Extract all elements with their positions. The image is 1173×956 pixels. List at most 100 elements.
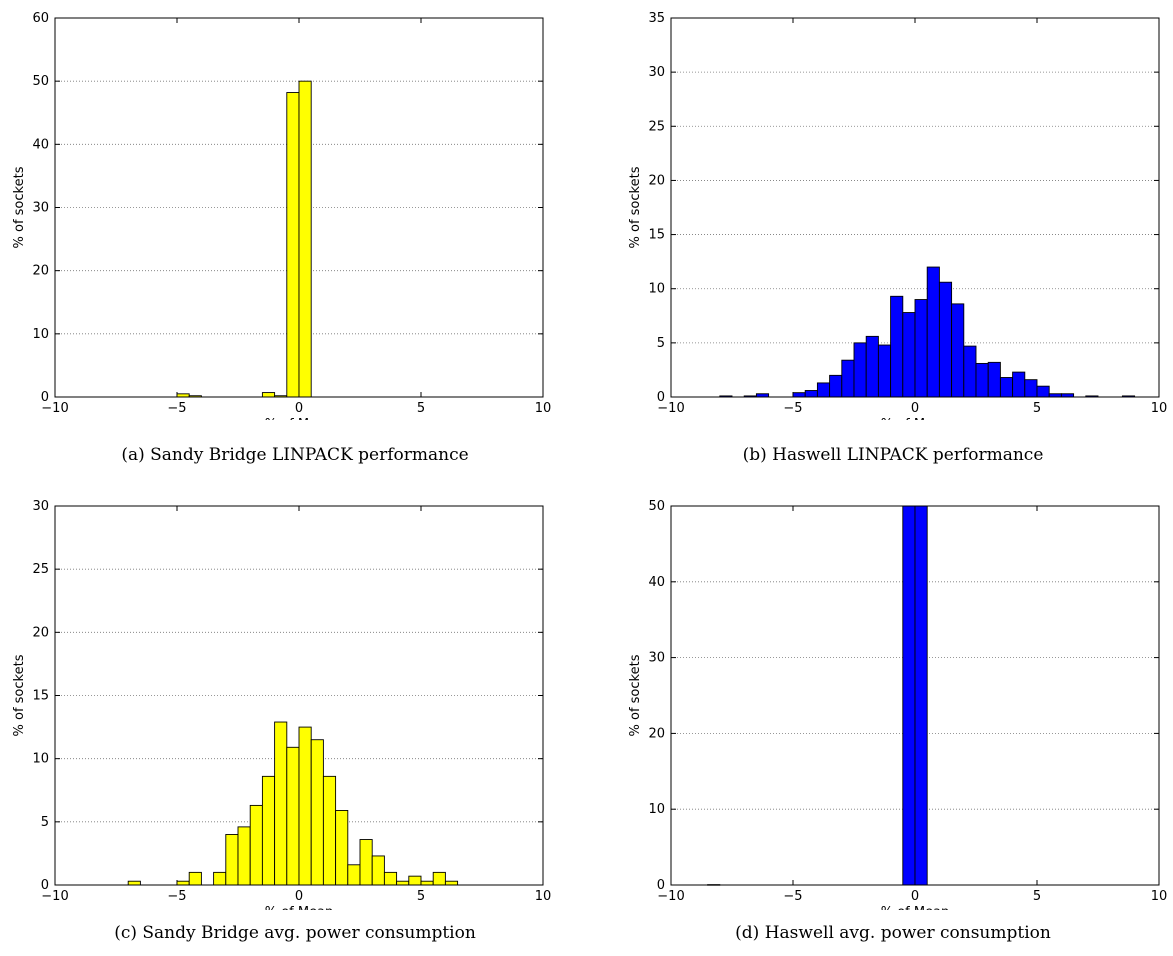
x-tick-label: −10 bbox=[657, 889, 684, 904]
x-tick-label: 0 bbox=[295, 401, 303, 416]
x-axis-label: % of Mean bbox=[881, 905, 950, 910]
histogram-bar bbox=[371, 855, 385, 886]
y-tick-label: 30 bbox=[32, 201, 49, 216]
histogram-bar bbox=[1012, 371, 1026, 398]
histogram-bar bbox=[274, 721, 288, 886]
x-tick-label: −10 bbox=[41, 889, 68, 904]
histogram-bar bbox=[322, 775, 337, 886]
y-tick-label: 20 bbox=[648, 173, 665, 188]
x-tick-label: 5 bbox=[417, 889, 425, 904]
histogram-bar bbox=[926, 266, 940, 398]
y-tick-label: 15 bbox=[32, 689, 49, 704]
y-tick-label: 0 bbox=[41, 390, 49, 405]
histogram-bar bbox=[188, 871, 202, 886]
x-axis-label: % of Mean bbox=[265, 417, 334, 420]
chart-panel-a: 0 10 20 30 40 50 60 −10 −5 0 5 10 % of Mean % of sock… bbox=[0, 0, 586, 478]
y-tick-label: 0 bbox=[41, 878, 49, 893]
y-tick-label: 25 bbox=[648, 119, 665, 134]
histogram-bar bbox=[877, 344, 892, 398]
caption-c: (c) Sandy Bridge avg. power consumption bbox=[114, 923, 476, 943]
histogram-bar bbox=[853, 342, 867, 398]
histogram-bar bbox=[420, 880, 434, 886]
y-tick-label: 20 bbox=[32, 264, 49, 279]
y-tick-label: 5 bbox=[41, 815, 49, 830]
histogram-bar bbox=[237, 826, 251, 886]
histogram-bar bbox=[938, 281, 953, 398]
y-tick-label: 40 bbox=[32, 137, 49, 152]
histogram-bar bbox=[902, 505, 916, 886]
histogram-bar bbox=[890, 295, 904, 398]
y-tick-label: 40 bbox=[648, 575, 665, 590]
y-tick-label: 0 bbox=[657, 390, 665, 405]
histogram-bar bbox=[1024, 379, 1038, 398]
histogram-bar bbox=[804, 390, 818, 398]
y-tick-label: 15 bbox=[648, 228, 665, 243]
chart-panel-c: 0 5 10 15 20 25 30 −10 −5 0 5 10 % of Mean % of socke… bbox=[0, 488, 586, 956]
x-tick-label: 10 bbox=[535, 401, 552, 416]
histogram-bar bbox=[1036, 385, 1050, 398]
histogram-bar bbox=[261, 392, 276, 398]
histogram-bar bbox=[865, 335, 879, 398]
histogram-bar bbox=[396, 880, 410, 886]
histogram-bar bbox=[999, 377, 1014, 398]
histogram-bar bbox=[408, 875, 422, 886]
histogram-bar bbox=[914, 505, 928, 886]
x-tick-label: 0 bbox=[911, 401, 919, 416]
plot-frame bbox=[54, 17, 544, 398]
x-tick-label: 10 bbox=[1151, 401, 1168, 416]
plot-frame bbox=[54, 505, 544, 886]
y-tick-label: 30 bbox=[648, 65, 665, 80]
histogram-bar bbox=[951, 303, 965, 398]
y-tick-label: 10 bbox=[648, 802, 665, 817]
histogram-bar bbox=[963, 345, 977, 398]
plot-frame bbox=[670, 17, 1160, 398]
caption-a: (a) Sandy Bridge LINPACK performance bbox=[121, 445, 469, 465]
caption-d: (d) Haswell avg. power consumption bbox=[735, 923, 1051, 943]
histogram-bar bbox=[249, 804, 263, 886]
chart-d-svg: 0 10 20 30 40 50 −10 −5 0 5 10 % of Mean % of socket… bbox=[628, 499, 1167, 910]
y-tick-label: 10 bbox=[32, 752, 49, 767]
histogram-bar bbox=[286, 746, 300, 886]
histogram-bar bbox=[444, 880, 459, 886]
histogram-bar bbox=[298, 726, 312, 886]
histogram-bar bbox=[176, 880, 190, 886]
x-tick-label: 5 bbox=[1033, 889, 1041, 904]
histogram-bar bbox=[286, 92, 300, 398]
x-tick-label: −5 bbox=[783, 401, 802, 416]
x-tick-label: 5 bbox=[1033, 401, 1041, 416]
histogram-bar bbox=[298, 80, 312, 398]
caption-b: (b) Haswell LINPACK performance bbox=[742, 445, 1044, 465]
y-tick-label: 30 bbox=[32, 499, 49, 514]
histogram-bar bbox=[829, 374, 843, 398]
x-axis-label: % of Mean bbox=[265, 905, 334, 910]
x-tick-label: 0 bbox=[295, 889, 303, 904]
histogram-bar bbox=[975, 362, 989, 398]
chart-panel-b: 0 5 10 15 20 25 30 35 −10 −5 0 5 10 % of Mean % of soc… bbox=[587, 0, 1173, 478]
histogram-bar bbox=[335, 810, 349, 886]
chart-b-svg: 0 5 10 15 20 25 30 35 −10 −5 0 5 10 % of Mean % of soc… bbox=[628, 11, 1168, 420]
histogram-bar bbox=[816, 382, 831, 398]
histogram-bar bbox=[914, 299, 928, 398]
y-axis-label: % of sockets bbox=[12, 654, 27, 736]
histogram-bar bbox=[987, 361, 1001, 398]
x-axis-label: % of Mean bbox=[881, 417, 950, 420]
y-tick-label: 10 bbox=[648, 282, 665, 297]
x-tick-label: −5 bbox=[167, 889, 186, 904]
chart-c-svg: 0 5 10 15 20 25 30 −10 −5 0 5 10 % of Mean % of socke… bbox=[12, 499, 551, 910]
x-tick-label: −10 bbox=[657, 401, 684, 416]
chart-a-svg: 0 10 20 30 40 50 60 −10 −5 0 5 10 % of Mean % of sock… bbox=[12, 11, 552, 420]
y-tick-label: 25 bbox=[32, 562, 49, 577]
y-axis-label: % of sockets bbox=[628, 166, 643, 248]
x-tick-label: −10 bbox=[41, 401, 68, 416]
histogram-bar bbox=[792, 392, 806, 398]
y-tick-label: 30 bbox=[648, 651, 665, 666]
histogram-bar bbox=[261, 775, 276, 886]
y-axis-label: % of sockets bbox=[12, 166, 27, 248]
y-tick-label: 50 bbox=[32, 74, 49, 89]
histogram-bar bbox=[432, 871, 446, 886]
chart-panel-d: 0 10 20 30 40 50 −10 −5 0 5 10 % of Mean % of socket… bbox=[587, 488, 1173, 956]
y-tick-label: 5 bbox=[657, 336, 665, 351]
y-tick-label: 20 bbox=[32, 625, 49, 640]
y-tick-label: 0 bbox=[657, 878, 665, 893]
x-tick-label: −5 bbox=[783, 889, 802, 904]
